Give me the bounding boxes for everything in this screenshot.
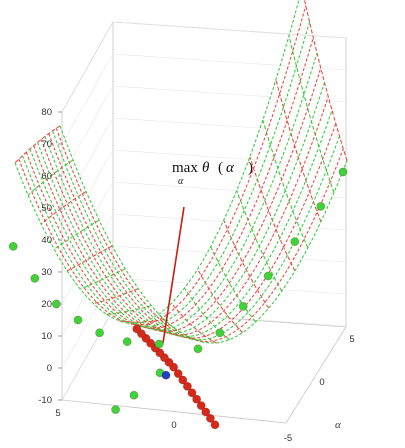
green-point <box>238 301 248 311</box>
mesh-line <box>249 156 296 272</box>
mesh-line <box>275 79 322 222</box>
green-point <box>263 271 273 281</box>
z-axis-ticks: -10 0 10 20 30 40 50 60 70 80 <box>38 107 62 406</box>
z-tick-label: 50 <box>41 203 52 214</box>
mesh-line <box>18 5 307 326</box>
x-tick-label: 5 <box>55 408 60 419</box>
mesh-line <box>197 268 243 333</box>
grid-line <box>61 53 114 145</box>
annotation-operator: max <box>172 160 198 176</box>
grid-line <box>112 85 347 103</box>
grid-line <box>112 245 347 263</box>
red-point <box>210 420 220 430</box>
green-point <box>111 405 120 414</box>
mesh-line <box>48 123 337 339</box>
green-point <box>95 328 104 338</box>
mesh-line <box>44 110 333 338</box>
mesh-line <box>55 128 344 343</box>
gradient-vector <box>162 206 185 344</box>
mesh-line <box>22 21 311 328</box>
alpha-tick-label: 0 <box>319 377 324 388</box>
mesh-line <box>40 96 329 336</box>
annotation-paren-close: ) <box>248 160 253 176</box>
red-point <box>187 388 197 398</box>
green-point <box>154 339 164 349</box>
mesh-line <box>59 125 348 344</box>
box-edge <box>61 399 287 424</box>
grid-line <box>112 277 347 295</box>
annotation-subscript: α <box>178 176 184 187</box>
green-point <box>73 315 83 325</box>
mesh-line <box>14 0 300 324</box>
surface-mesh <box>14 0 348 344</box>
z-tick-label: 0 <box>47 363 52 374</box>
mesh-line <box>37 82 325 334</box>
red-point <box>178 375 188 385</box>
annotation-symbol: θ <box>202 160 210 176</box>
back-gridlines <box>61 21 347 401</box>
green-point <box>338 167 348 177</box>
grid-line <box>112 213 347 231</box>
grid-line <box>61 21 114 113</box>
alpha-tick-label: -5 <box>284 433 292 444</box>
data-points <box>8 167 348 430</box>
mesh-line <box>33 67 322 333</box>
z-tick-label: 80 <box>41 107 52 118</box>
mesh-line <box>25 37 314 329</box>
red-point <box>132 324 142 334</box>
z-tick-label: 60 <box>41 171 52 182</box>
grid-line <box>61 149 114 241</box>
z-tick-label: 40 <box>41 235 52 246</box>
mesh-line <box>52 130 340 341</box>
green-point <box>193 344 203 354</box>
green-point <box>8 241 18 251</box>
green-point <box>215 328 225 338</box>
red-point <box>182 381 192 391</box>
grid-line <box>61 213 114 305</box>
green-point <box>30 273 40 283</box>
grid-line <box>61 309 114 401</box>
grid-line <box>61 85 114 177</box>
z-tick-label: 20 <box>41 299 52 310</box>
grid-line <box>112 53 347 71</box>
blue-point <box>161 370 171 380</box>
x-tick-label: 0 <box>171 420 176 431</box>
grid-line <box>112 117 347 135</box>
green-point <box>129 390 139 400</box>
axes-box <box>61 21 347 424</box>
annotation-argument: α <box>226 160 235 176</box>
green-point <box>122 337 132 346</box>
z-tick-label: -10 <box>38 395 52 406</box>
max-theta-annotation: max α θ ( α ) <box>172 160 253 187</box>
green-point <box>316 201 326 211</box>
red-point <box>196 401 206 410</box>
z-tick-label: 30 <box>41 267 52 278</box>
box-edge <box>285 326 347 424</box>
alpha-axis-label: α <box>335 419 341 431</box>
green-point <box>290 237 300 246</box>
grid-line <box>112 21 347 39</box>
grid-line <box>112 149 347 167</box>
grid-line <box>61 277 114 369</box>
red-point <box>192 394 201 404</box>
red-point <box>205 413 215 423</box>
annotation-paren-open: ( <box>218 160 223 176</box>
z-tick-label: 10 <box>41 331 52 342</box>
grid-line <box>61 245 114 337</box>
red-point <box>173 369 183 378</box>
grid-line <box>61 117 114 209</box>
mesh-line <box>236 190 283 292</box>
z-tick-label: 70 <box>41 139 52 150</box>
red-point <box>201 407 211 417</box>
mesh-line <box>29 52 318 331</box>
grid-line <box>112 181 347 199</box>
alpha-tick-label: 5 <box>349 334 354 345</box>
